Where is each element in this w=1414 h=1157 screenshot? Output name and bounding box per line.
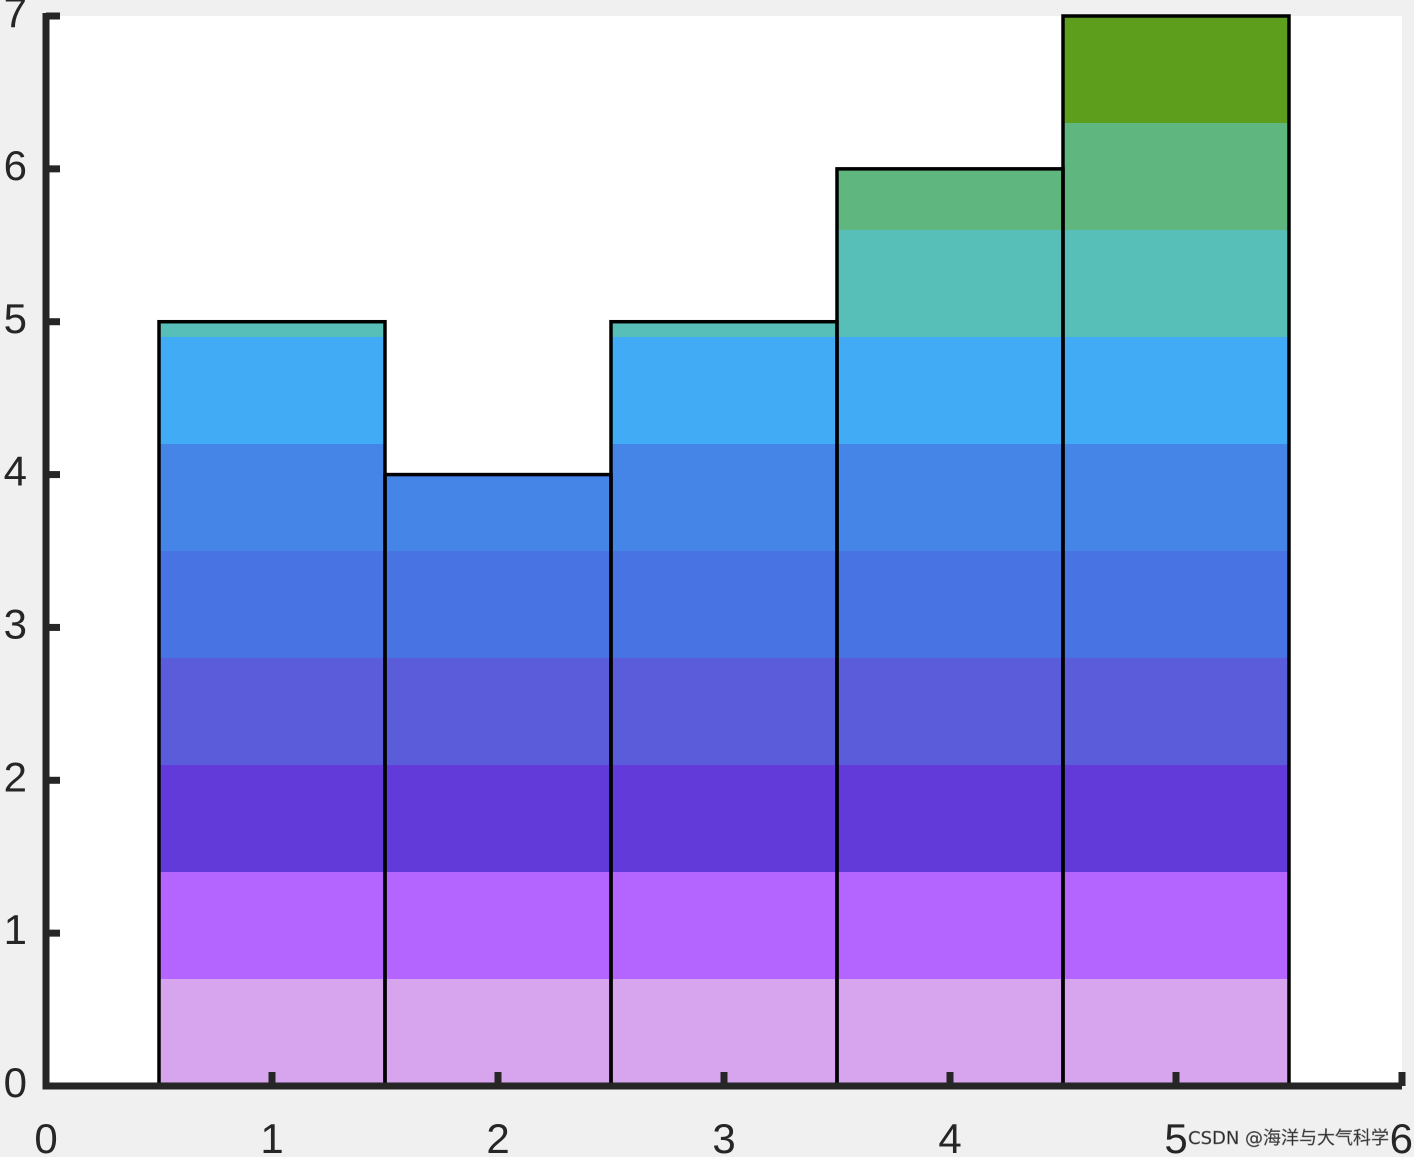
- bar-segment: [837, 551, 1063, 658]
- y-tick-label: 7: [4, 0, 27, 36]
- x-tick-label: 4: [938, 1115, 961, 1157]
- bar-segment: [1063, 337, 1289, 444]
- x-tick-label: 6: [1390, 1115, 1413, 1157]
- watermark: CSDN @海洋与大气科学: [1188, 1128, 1389, 1149]
- y-tick-label: 2: [4, 753, 27, 800]
- bar-segment: [385, 765, 611, 872]
- bar-segment: [1063, 444, 1289, 551]
- y-tick-label: 0: [4, 1059, 27, 1106]
- bar-segment: [159, 872, 385, 979]
- bar-segment: [385, 872, 611, 979]
- bars-layer: [159, 16, 1289, 1086]
- axes-layer: [42, 12, 1406, 1090]
- bar-segment: [611, 979, 837, 1086]
- bar-segment: [837, 168, 1063, 230]
- y-tick-label: 4: [4, 448, 27, 495]
- bar-segment: [611, 444, 837, 551]
- bar-segment: [1063, 230, 1289, 337]
- x-tick-label: 2: [486, 1115, 509, 1157]
- bar-segment: [837, 658, 1063, 765]
- bar-segment: [611, 765, 837, 872]
- bar-segment: [159, 765, 385, 872]
- bar-segment: [611, 658, 837, 765]
- y-tick-label: 1: [4, 906, 27, 953]
- bar-segment: [837, 444, 1063, 551]
- x-tick-label: 0: [34, 1115, 57, 1157]
- bar-segment: [837, 765, 1063, 872]
- bar-segment: [159, 551, 385, 658]
- bar-segment: [1063, 979, 1289, 1086]
- bar-segment: [159, 444, 385, 551]
- x-tick-label: 5: [1164, 1115, 1187, 1157]
- bar-segment: [837, 872, 1063, 979]
- y-tick-label: 3: [4, 601, 27, 648]
- bar-segment: [159, 337, 385, 444]
- bar-segment: [1063, 765, 1289, 872]
- bar-segment: [611, 872, 837, 979]
- tick-labels-layer: 0 1 2 3 4 5 6 7 0 1 2 3 4 5 6: [4, 0, 1413, 1157]
- bar-segment: [1063, 551, 1289, 658]
- bar-segment: [385, 551, 611, 658]
- bar-segment: [385, 979, 611, 1086]
- bar-segment: [385, 474, 611, 551]
- bar-segment: [837, 230, 1063, 337]
- bar-segment: [611, 337, 837, 444]
- bar-segment: [611, 551, 837, 658]
- bar-segment: [1063, 872, 1289, 979]
- bar-segment: [159, 979, 385, 1086]
- x-tick-label: 3: [712, 1115, 735, 1157]
- y-tick-label: 6: [4, 142, 27, 189]
- bar-segment: [837, 337, 1063, 444]
- bar-segment: [159, 658, 385, 765]
- x-tick-label: 1: [260, 1115, 283, 1157]
- bar-segment: [385, 658, 611, 765]
- y-tick-label: 5: [4, 295, 27, 342]
- bar-segment: [159, 321, 385, 337]
- bar-segment: [1063, 658, 1289, 765]
- bar-segment: [837, 979, 1063, 1086]
- bar-segment: [611, 321, 837, 337]
- bar-segment: [1063, 123, 1289, 230]
- bar-segment: [1063, 16, 1289, 123]
